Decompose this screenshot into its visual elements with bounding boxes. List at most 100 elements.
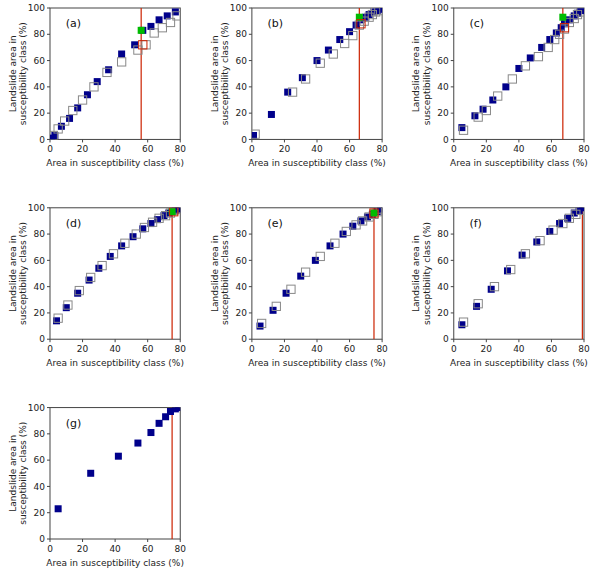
tick xyxy=(451,113,454,114)
vertical-line xyxy=(172,208,173,339)
open-square xyxy=(69,106,77,114)
tick-label: 60 xyxy=(546,344,558,354)
filled-square xyxy=(327,242,334,249)
y-axis-label: Landslide area insusceptibility class (%… xyxy=(411,222,431,325)
tick-label: 0 xyxy=(443,334,449,344)
tick-label: 60 xyxy=(142,144,154,154)
y-axis-label: Landslide area insusceptibility class (%… xyxy=(210,22,230,125)
tick xyxy=(47,207,50,208)
filled-square xyxy=(131,41,138,48)
open-square xyxy=(98,261,106,269)
tick xyxy=(518,339,519,342)
tick-label: 0 xyxy=(443,135,449,145)
tick-label: 100 xyxy=(28,403,45,413)
tick-label: 100 xyxy=(432,203,449,213)
tick-label: 80 xyxy=(175,344,187,354)
filled-square xyxy=(314,57,321,64)
tick xyxy=(147,539,148,542)
tick-label: 40 xyxy=(235,282,247,292)
tick-label: 20 xyxy=(77,144,89,154)
panel-label: (c) xyxy=(469,17,484,30)
plot-frame xyxy=(454,8,584,139)
tick-label: 20 xyxy=(481,344,493,354)
tick-label: 80 xyxy=(175,144,187,154)
tick xyxy=(82,539,83,542)
tick-label: 40 xyxy=(235,82,247,92)
open-square xyxy=(121,239,129,247)
open-square xyxy=(316,59,324,67)
label-line: Landslide area in xyxy=(210,235,220,312)
open-square xyxy=(559,219,567,227)
tick-label: 100 xyxy=(230,203,247,213)
label-line: susceptibility class (%) xyxy=(18,222,28,325)
x-axis-label: Area in susceptibility class (%) xyxy=(46,558,184,568)
tick-label: 0 xyxy=(47,144,53,154)
tick-label: 20 xyxy=(77,544,89,554)
filled-square xyxy=(546,36,553,43)
marks xyxy=(458,8,584,139)
panel-label: (b) xyxy=(268,17,284,30)
tick xyxy=(317,139,318,142)
label-line: Landslide area in xyxy=(8,235,18,312)
panel: 020406080020406080100Area in susceptibil… xyxy=(8,3,187,168)
label-line: Landslide area in xyxy=(210,35,220,112)
filled-square xyxy=(74,104,81,111)
tick-label: 40 xyxy=(513,344,525,354)
y-axis-label: Landslide area insusceptibility class (%… xyxy=(8,222,28,325)
tick xyxy=(486,339,487,342)
tick xyxy=(451,86,454,87)
open-square xyxy=(288,88,296,96)
tick-label: 40 xyxy=(311,344,323,354)
tick-label: 80 xyxy=(34,429,46,439)
tick xyxy=(451,339,454,340)
open-square xyxy=(474,300,482,308)
open-square xyxy=(549,226,557,234)
tick-label: 0 xyxy=(47,344,53,354)
x-axis-label: Area in susceptibility class (%) xyxy=(450,158,588,168)
tick-label: 80 xyxy=(376,344,388,354)
tick xyxy=(284,139,285,142)
tick-label: 40 xyxy=(34,282,46,292)
tick-label: 60 xyxy=(34,256,46,266)
filled-square xyxy=(130,233,137,240)
tick-label: 0 xyxy=(39,534,45,544)
filled-square xyxy=(55,505,62,512)
filled-square xyxy=(147,429,154,436)
open-square xyxy=(474,113,482,121)
tick-label: 0 xyxy=(241,135,247,145)
filled-square xyxy=(559,14,566,21)
y-axis-label: Landslide area insusceptibility class (%… xyxy=(411,22,431,125)
open-square xyxy=(490,283,498,291)
open-square xyxy=(536,236,544,244)
tick xyxy=(584,139,585,142)
filled-square xyxy=(115,453,122,460)
tick xyxy=(249,286,252,287)
tick xyxy=(382,139,383,142)
open-square xyxy=(61,117,69,125)
tick-label: 0 xyxy=(47,544,53,554)
tick xyxy=(47,8,50,9)
tick xyxy=(82,339,83,342)
tick xyxy=(349,339,350,342)
open-square xyxy=(64,301,72,309)
tick-label: 0 xyxy=(241,334,247,344)
tick xyxy=(317,339,318,342)
tick-label: 40 xyxy=(34,482,46,492)
panel: 020406080020406080100Area in susceptibil… xyxy=(210,203,389,368)
tick-label: 0 xyxy=(249,344,255,354)
tick-label: 80 xyxy=(34,29,46,39)
open-square xyxy=(170,208,178,216)
marks xyxy=(55,408,181,539)
tick xyxy=(47,234,50,235)
tick-label: 60 xyxy=(437,56,449,66)
tick xyxy=(451,286,454,287)
tick xyxy=(249,113,252,114)
open-square xyxy=(459,126,467,134)
tick-label: 0 xyxy=(39,135,45,145)
tick xyxy=(551,139,552,142)
open-square xyxy=(365,13,373,21)
tick xyxy=(451,312,454,313)
open-square xyxy=(329,50,337,58)
filled-square xyxy=(268,111,275,118)
filled-square xyxy=(370,210,377,217)
